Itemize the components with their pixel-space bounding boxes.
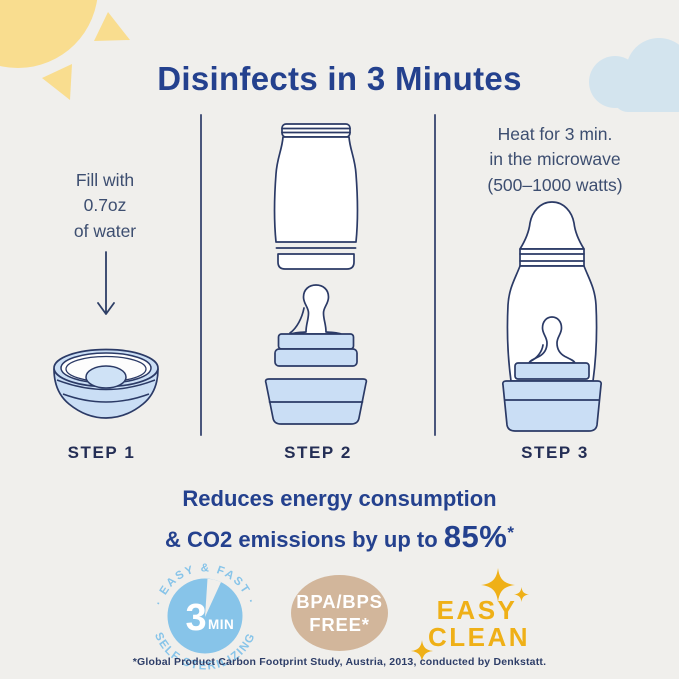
timer-wedge-icon [205,578,221,617]
assembled-bottle-illustration [487,199,617,440]
column-divider [200,114,202,436]
easy-clean-line2: CLEAN [428,621,531,652]
timer-unit: MIN [208,617,234,632]
step1-label: STEP 1 [67,443,136,462]
bpa-free-line1: BPA/BPS [296,590,383,612]
footnote: *Global Product Carbon Footprint Study, … [132,656,547,668]
percent-value: 85% [443,518,508,554]
step1-instruction-line: 0.7oz [83,195,127,216]
step3-label: STEP 3 [521,443,589,462]
step1-instruction: Fill with 0.7oz of water [15,168,195,244]
step3-instruction-line: in the microwave [489,149,621,170]
step1-instruction-line: of water [73,220,137,241]
bpa-free-badge: BPA/BPS FREE* [291,575,388,651]
step3-instruction-line: (500–1000 watts) [487,174,623,195]
water-bowl-illustration [50,342,162,429]
energy-claim-line2-text: & CO2 emissions by up to [165,526,444,552]
step3-instruction-line: Heat for 3 min. [497,124,613,144]
sun-icon [0,0,130,100]
easy-clean-badge: EASY CLEAN [428,595,531,652]
bottle-parts-illustration [246,122,386,439]
step2-label: STEP 2 [284,443,352,462]
sparkle-icon [514,587,529,602]
energy-claim: Reduces energy consumption & CO2 emissio… [0,484,679,558]
page-title: Disinfects in 3 Minutes [157,60,522,98]
down-arrow-icon [95,250,117,327]
sparkle-icon [481,568,515,602]
bpa-free-line2: FREE* [309,614,370,635]
easy-clean-line1: EASY [436,595,518,625]
energy-claim-line1: Reduces energy consumption [182,486,497,511]
step1-instruction-line: Fill with [75,170,135,190]
energy-claim-line2: & CO2 emissions by up to 85%* [0,515,679,558]
timer-number: 3 [185,597,206,639]
timer-circle-icon [167,578,243,654]
self-sterilizing-badge: 3 MIN · EASY & FAST · SELF STERILIZING [147,558,263,679]
footnote-marker: * [507,522,514,542]
sparkle-icon [411,640,433,662]
column-divider [434,114,436,436]
step3-instruction: Heat for 3 min. in the microwave (500–10… [443,122,667,198]
cloud-icon [589,38,679,112]
